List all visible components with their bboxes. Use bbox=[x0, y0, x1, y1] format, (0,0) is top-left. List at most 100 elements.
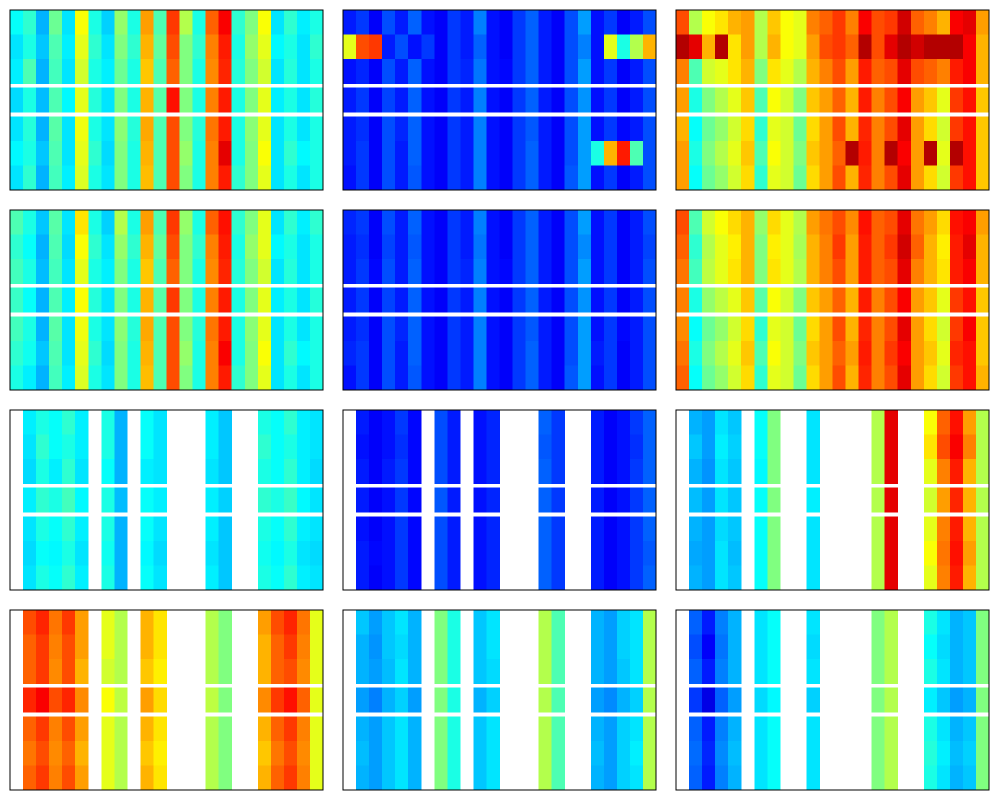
heatmap-cell bbox=[845, 259, 859, 285]
heatmap-cell bbox=[702, 210, 716, 235]
heatmap-cell bbox=[499, 340, 513, 366]
heatmap-cell bbox=[309, 234, 324, 260]
heatmap-cell bbox=[538, 540, 552, 566]
heatmap-cell bbox=[23, 116, 37, 142]
heatmap-cell bbox=[642, 410, 657, 435]
heatmap-cell bbox=[283, 459, 298, 485]
heatmap-cell bbox=[551, 87, 566, 113]
heatmap-cell bbox=[754, 765, 768, 791]
heatmap-cell bbox=[36, 87, 50, 113]
heatmap-cell bbox=[962, 516, 977, 542]
heatmap-cell bbox=[767, 59, 781, 85]
heatmap-cell bbox=[49, 687, 63, 713]
heatmap-cell bbox=[962, 716, 977, 742]
heatmap-cell bbox=[486, 610, 500, 635]
heatmap-cell bbox=[512, 259, 526, 285]
heatmap-cell bbox=[408, 434, 422, 460]
heatmap-cell bbox=[343, 87, 357, 113]
heatmap-cell bbox=[936, 634, 951, 660]
heatmap-cell bbox=[884, 740, 899, 766]
heatmap-cell bbox=[689, 410, 703, 435]
heatmap-cell bbox=[473, 410, 487, 435]
heatmap-cell bbox=[702, 740, 716, 766]
heatmap-cell bbox=[218, 116, 233, 142]
heatmap-cell bbox=[676, 165, 690, 191]
heatmap-cell bbox=[754, 434, 768, 460]
heatmap-cell bbox=[702, 610, 716, 635]
heatmap-cell bbox=[767, 365, 781, 391]
heatmap-cell bbox=[676, 340, 690, 366]
heatmap-cell bbox=[897, 316, 912, 342]
heatmap-cell bbox=[525, 165, 539, 191]
heatmap-cell bbox=[205, 459, 219, 485]
heatmap-cell bbox=[205, 165, 219, 191]
heatmap-cell bbox=[949, 165, 964, 191]
heatmap-cell bbox=[192, 34, 206, 60]
heatmap-cell bbox=[382, 487, 396, 513]
heatmap-cell bbox=[910, 140, 925, 166]
heatmap-cell bbox=[884, 259, 899, 285]
heatmap-cell bbox=[486, 34, 500, 60]
heatmap-cell bbox=[806, 410, 820, 435]
heatmap-cell bbox=[702, 765, 716, 791]
heatmap-cell bbox=[949, 316, 964, 342]
heatmap-cell bbox=[114, 259, 128, 285]
heatmap-cell bbox=[205, 340, 219, 366]
heatmap-cell bbox=[356, 365, 370, 391]
heatmap-cell bbox=[884, 140, 899, 166]
heatmap-panel bbox=[675, 209, 990, 391]
heatmap-cell bbox=[309, 210, 324, 235]
heatmap-cell bbox=[356, 116, 370, 142]
heatmap-cell bbox=[49, 165, 63, 191]
heatmap-cell bbox=[62, 610, 76, 635]
heatmap-cell bbox=[296, 434, 311, 460]
heatmap-cell bbox=[270, 340, 285, 366]
heatmap-cell bbox=[767, 716, 781, 742]
heatmap-cell bbox=[702, 10, 716, 35]
heatmap-cell bbox=[871, 140, 885, 166]
heatmap-cell bbox=[153, 259, 167, 285]
heatmap-cell bbox=[897, 165, 912, 191]
heatmap-cell bbox=[356, 716, 370, 742]
heatmap-cell bbox=[153, 659, 167, 685]
heatmap-cell bbox=[23, 740, 37, 766]
heatmap-cell bbox=[205, 259, 219, 285]
heatmap-cell bbox=[447, 516, 461, 542]
heatmap-cell bbox=[603, 259, 618, 285]
heatmap-cell bbox=[231, 234, 246, 260]
heatmap-cell bbox=[382, 34, 396, 60]
heatmap-cell bbox=[715, 434, 729, 460]
heatmap-cell bbox=[538, 165, 552, 191]
heatmap-cell bbox=[715, 634, 729, 660]
heatmap-cell bbox=[231, 316, 246, 342]
heatmap-cell bbox=[616, 316, 631, 342]
heatmap-cell bbox=[871, 165, 885, 191]
heatmap-cell bbox=[101, 34, 115, 60]
heatmap-cell bbox=[62, 459, 76, 485]
heatmap-cell bbox=[793, 316, 807, 342]
heatmap-cell bbox=[309, 87, 324, 113]
heatmap-cell bbox=[884, 34, 899, 60]
heatmap-cell bbox=[538, 87, 552, 113]
heatmap-cell bbox=[871, 316, 885, 342]
heatmap-cell bbox=[23, 365, 37, 391]
heatmap-cell bbox=[923, 10, 938, 35]
heatmap-cell bbox=[936, 140, 951, 166]
heatmap-cell bbox=[10, 34, 24, 60]
heatmap-cell bbox=[884, 365, 899, 391]
heatmap-cell bbox=[473, 634, 487, 660]
heatmap-cell bbox=[231, 165, 246, 191]
heatmap-cell bbox=[832, 10, 846, 35]
heatmap-cell bbox=[140, 459, 154, 485]
heatmap-cell bbox=[486, 165, 500, 191]
heatmap-cell bbox=[936, 740, 951, 766]
heatmap-cell bbox=[806, 165, 820, 191]
heatmap-cell bbox=[257, 487, 272, 513]
heatmap-cell bbox=[949, 540, 964, 566]
heatmap-cell bbox=[923, 487, 938, 513]
heatmap-cell bbox=[715, 365, 729, 391]
heatmap-cell bbox=[114, 59, 128, 85]
heatmap-cell bbox=[382, 516, 396, 542]
heatmap-cell bbox=[715, 259, 729, 285]
heatmap-cell bbox=[936, 259, 951, 285]
